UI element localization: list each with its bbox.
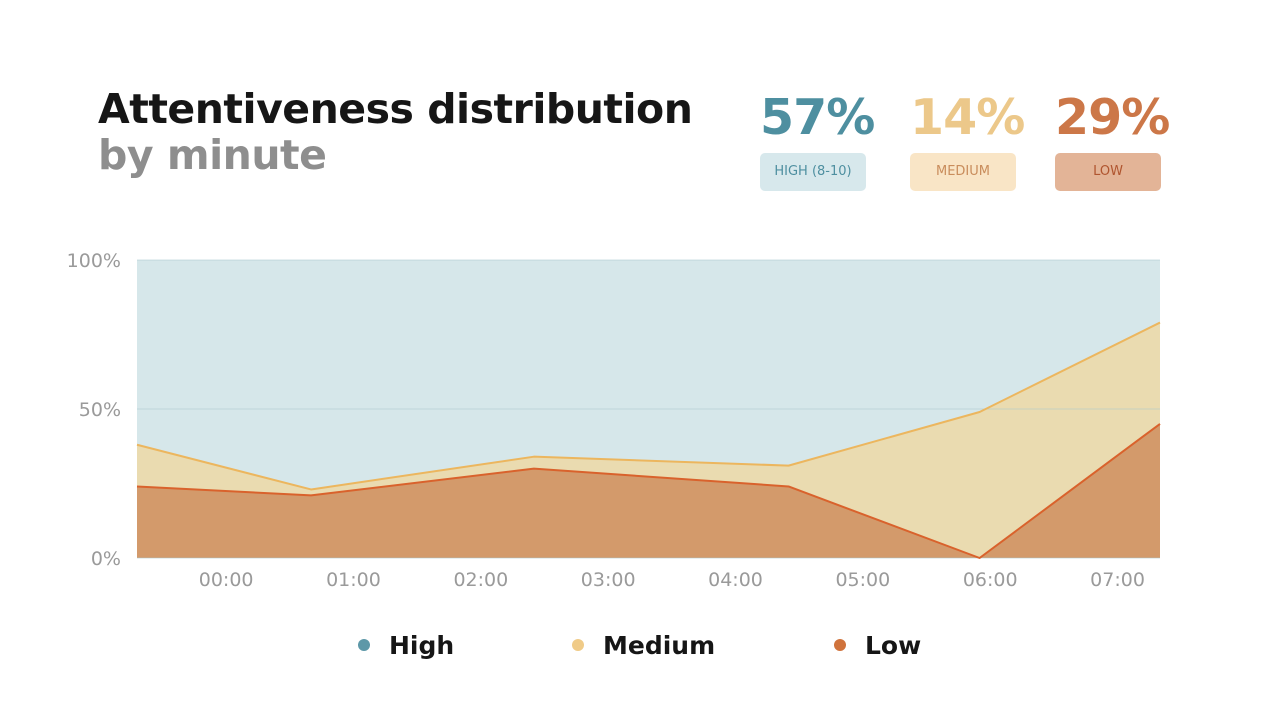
chart-title: Attentiveness distribution — [98, 85, 693, 133]
legend-medium-label: Medium — [603, 630, 716, 660]
legend-medium-dot — [572, 639, 584, 651]
y-tick-label: 50% — [79, 399, 121, 421]
y-tick-label: 0% — [91, 548, 121, 570]
x-tick-label: 05:00 — [835, 569, 890, 591]
stacked-area-chart: 0% 50% 100% 00:00 01:00 02:00 03:00 04:00 05:00 0… — [67, 250, 1161, 591]
x-tick-label: 00:00 — [199, 569, 254, 591]
stat-medium: 14% MEDIUM — [910, 86, 1025, 191]
legend-item-low: Low — [834, 628, 921, 662]
line-low — [136, 423, 1161, 559]
x-tick-label: 02:00 — [453, 569, 508, 591]
legend-item-medium: Medium — [572, 628, 715, 662]
stat-high-value: 57% — [760, 89, 875, 146]
stat-high: 57% HIGH (8-10) — [760, 86, 875, 191]
chart-subtitle: by minute — [98, 131, 327, 179]
stat-low-value: 29% — [1055, 89, 1170, 146]
legend-item-high: High — [358, 628, 454, 662]
y-tick-label: 100% — [67, 250, 121, 272]
chart-legend: High Medium Low — [0, 628, 1280, 662]
stat-low-badge: LOW — [1055, 153, 1161, 191]
x-tick-label: 07:00 — [1090, 569, 1145, 591]
area-high — [137, 260, 1160, 490]
area-medium — [137, 322, 1160, 558]
x-tick-label: 04:00 — [708, 569, 763, 591]
legend-high-dot — [358, 639, 370, 651]
legend-high-label: High — [389, 630, 455, 660]
chart-title-block: Attentiveness distribution by minute — [98, 85, 693, 179]
stat-medium-value: 14% — [910, 89, 1025, 146]
legend-low-dot — [834, 639, 846, 651]
x-tick-label: 03:00 — [581, 569, 636, 591]
stat-medium-badge: MEDIUM — [910, 153, 1016, 191]
x-tick-label: 01:00 — [326, 569, 381, 591]
x-tick-label: 06:00 — [963, 569, 1018, 591]
area-low — [137, 423, 1160, 558]
line-medium — [136, 321, 1161, 491]
stat-high-badge: HIGH (8-10) — [760, 153, 866, 191]
stat-low: 29% LOW — [1055, 86, 1170, 191]
legend-low-label: Low — [865, 630, 922, 660]
